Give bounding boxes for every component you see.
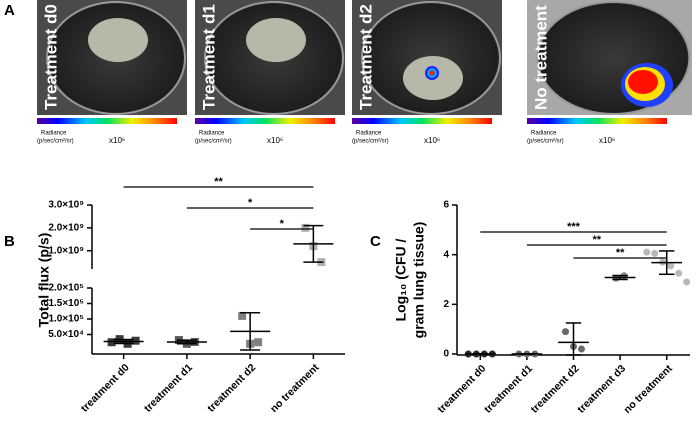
- y-tick-label: 1.5×10⁵: [48, 298, 84, 309]
- panel-a: Treatment d0 Radiance (p/sec/cm²/sr) x10⁶ Tr…: [37, 0, 692, 145]
- colorbar-scale: x10⁶: [599, 136, 615, 145]
- y-tick-label: 2: [443, 299, 449, 310]
- y-axis-label: gram lung tissue): [411, 222, 427, 339]
- data-point: [667, 262, 675, 270]
- x-tick-label: treatment d2: [529, 362, 582, 415]
- data-point: [675, 269, 683, 277]
- y-tick-label: 2.0×10⁹: [48, 222, 84, 233]
- panel-label: C: [370, 233, 381, 250]
- image-title: Treatment d2: [356, 4, 375, 110]
- lung: [246, 18, 306, 62]
- data-point: [578, 345, 585, 353]
- image-title: No treatment: [531, 5, 550, 110]
- charts: B 5.0×10⁴ 1.0×10⁵ 1.5×10⁵ 2.0×10⁵ 1.0×10⁹ 2.0×…: [4, 176, 691, 416]
- y-axis-label: Log₁₀ (CFU /: [393, 238, 409, 321]
- y-axis-label: Total flux (p/s): [36, 233, 52, 328]
- data-point: [562, 328, 569, 336]
- significance-label: **: [593, 234, 602, 246]
- y-tick-label: 2.0×10⁵: [48, 283, 84, 294]
- colorbar: [527, 118, 667, 124]
- x-tick-label: treatment d0: [79, 361, 132, 414]
- signal-core: [429, 70, 435, 76]
- data-point: [131, 336, 140, 345]
- data-point: [651, 249, 659, 257]
- colorbar-scale: x10⁶: [424, 136, 440, 145]
- colorbar-label: (p/sec/cm²/sr): [352, 139, 389, 145]
- colorbar-label: (p/sec/cm²/sr): [37, 139, 74, 145]
- y-tick-label: 1.0×10⁵: [48, 314, 84, 325]
- signal-core: [628, 70, 658, 94]
- x-tick-label: treatment d1: [482, 362, 535, 415]
- colorbar-label: (p/sec/cm²/sr): [527, 139, 564, 145]
- panel-label: B: [4, 233, 15, 250]
- data-point: [107, 338, 116, 347]
- x-tick-label: treatment d0: [435, 362, 488, 415]
- colorbar-label: Radiance: [356, 131, 382, 137]
- data-point: [301, 223, 310, 232]
- data-point: [238, 311, 247, 320]
- y-tick-label: 4: [443, 249, 449, 260]
- data-point: [643, 248, 651, 256]
- data-point: [683, 278, 691, 286]
- colorbar-scale: x10⁶: [267, 136, 283, 145]
- colorbar-label: Radiance: [199, 131, 225, 137]
- x-tick-label: no treatment: [621, 362, 675, 416]
- y-tick-label: 1.0×10⁹: [48, 245, 84, 256]
- colorbar-label: (p/sec/cm²/sr): [195, 139, 232, 145]
- x-tick-label: no treatment: [268, 361, 322, 415]
- x-tick-label: treatment d1: [142, 361, 195, 414]
- x-tick-label: treatment d2: [205, 361, 258, 414]
- y-tick-label: 6: [443, 200, 449, 211]
- colorbar-label: Radiance: [531, 131, 557, 137]
- significance-label: ***: [567, 221, 581, 233]
- colorbar: [37, 118, 177, 124]
- panel-label: A: [4, 2, 15, 19]
- image-title: Treatment d1: [199, 4, 218, 110]
- image-title: Treatment d0: [41, 4, 60, 110]
- y-tick-label: 0: [443, 349, 449, 360]
- colorbar-label: Radiance: [41, 131, 67, 137]
- data-point: [254, 338, 263, 347]
- y-tick-label: 3.0×10⁹: [48, 200, 84, 211]
- colorbar-scale: x10⁶: [109, 136, 125, 145]
- y-tick-label: 5.0×10⁴: [48, 329, 84, 340]
- significance-label: **: [616, 247, 625, 259]
- significance-label: **: [214, 176, 223, 188]
- colorbar: [352, 118, 492, 124]
- lung: [88, 18, 148, 62]
- colorbar: [195, 118, 335, 124]
- significance-label: *: [280, 218, 285, 230]
- significance-label: *: [248, 197, 253, 209]
